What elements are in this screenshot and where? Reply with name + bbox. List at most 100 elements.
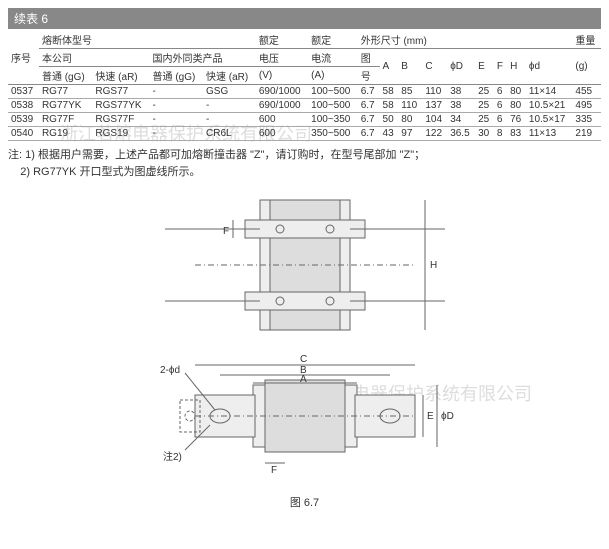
cell-H: 76 — [507, 113, 526, 127]
table-row: 0538RG77YKRGS77YK--690/1000100~5006.7581… — [8, 99, 601, 113]
cell-E: 25 — [475, 113, 494, 127]
cell-H: 80 — [507, 85, 526, 99]
cell-gg2: - — [150, 85, 203, 99]
cell-fig: 6.7 — [358, 99, 380, 113]
table-body: 0537RG77RGS77-GSG690/1000100~5006.758851… — [8, 85, 601, 141]
diagram-svg: F H C B A 2-ϕd 注2) E ϕD F — [125, 190, 485, 490]
cell-g: 219 — [572, 127, 601, 141]
cell-C: 137 — [422, 99, 447, 113]
cell-fig: 6.7 — [358, 85, 380, 99]
col-seq: 序号 — [8, 31, 39, 85]
col-v: (V) — [256, 67, 308, 85]
cell-ar2: - — [203, 99, 256, 113]
cell-fig: 6.7 — [358, 113, 380, 127]
cell-d: 11×14 — [526, 85, 573, 99]
table-row: 0540RG19RGS19-CR6L600350~5006.7439712236… — [8, 127, 601, 141]
cell-v: 690/1000 — [256, 99, 308, 113]
dim-C: C — [300, 354, 307, 365]
cell-F: 6 — [494, 99, 507, 113]
col-phid: ϕd — [526, 49, 573, 85]
col-similar: 国内外同类产品 — [150, 49, 256, 67]
cell-d: 11×13 — [526, 127, 573, 141]
cell-E: 30 — [475, 127, 494, 141]
cell-ar2: GSG — [203, 85, 256, 99]
figure-caption: 图 6.7 — [8, 494, 601, 510]
diagram-area: F H C B A 2-ϕd 注2) E ϕD F 图 6.7 — [8, 190, 601, 510]
cell-A: 50 — [380, 113, 399, 127]
dim-F2: F — [271, 465, 277, 476]
notes: 注: 1) 根据用户需要，上述产品都可加熔断撞击器 "Z"，请订购时，在型号尾部… — [8, 147, 601, 180]
col-C: C — [422, 49, 447, 85]
note-1: 1) 根据用户需要，上述产品都可加熔断撞击器 "Z"，请订购时，在型号尾部加 "… — [25, 149, 425, 161]
cell-B: 85 — [398, 85, 422, 99]
col-a: (A) — [308, 67, 358, 85]
cell-C: 104 — [422, 113, 447, 127]
cell-seq: 0537 — [8, 85, 39, 99]
col-fig: 图 — [358, 49, 380, 67]
header-row-1: 序号 熔断体型号 额定 额定 外形尺寸 (mm) 重量 — [8, 31, 601, 49]
col-phiD: ϕD — [447, 49, 475, 85]
cell-seq: 0539 — [8, 113, 39, 127]
cell-seq: 0538 — [8, 99, 39, 113]
cell-F: 8 — [494, 127, 507, 141]
cell-D: 34 — [447, 113, 475, 127]
cell-g: 495 — [572, 99, 601, 113]
dim-H: H — [430, 260, 437, 271]
dim-E: E — [427, 411, 434, 422]
cell-gg1: RG77F — [39, 113, 92, 127]
cell-gg2: - — [150, 99, 203, 113]
cell-g: 455 — [572, 85, 601, 99]
cell-gg1: RG19 — [39, 127, 92, 141]
cell-gg1: RG77YK — [39, 99, 92, 113]
col-F: F — [494, 49, 507, 85]
cell-D: 38 — [447, 99, 475, 113]
col-figno: 号 — [358, 67, 380, 85]
col-voltage: 电压 — [256, 49, 308, 67]
spec-table: 序号 熔断体型号 额定 额定 外形尺寸 (mm) 重量 本公司 国内外同类产品 … — [8, 31, 601, 141]
table-row: 0537RG77RGS77-GSG690/1000100~5006.758851… — [8, 85, 601, 99]
cell-F: 6 — [494, 85, 507, 99]
dim-A: A — [300, 374, 307, 385]
cell-H: 83 — [507, 127, 526, 141]
cell-d: 10.5×21 — [526, 99, 573, 113]
cell-A: 58 — [380, 99, 399, 113]
dim-phid: 2-ϕd — [160, 365, 180, 376]
table-row: 0539RG77FRGS77F--600100~3506.75080104342… — [8, 113, 601, 127]
cell-g: 335 — [572, 113, 601, 127]
col-our: 本公司 — [39, 49, 150, 67]
cell-v: 600 — [256, 113, 308, 127]
cell-B: 80 — [398, 113, 422, 127]
dim-F: F — [223, 226, 229, 237]
col-g: (g) — [572, 49, 601, 85]
cell-ar1: RGS77 — [92, 85, 149, 99]
col-weight: 重量 — [572, 31, 601, 49]
cell-gg1: RG77 — [39, 85, 92, 99]
cell-B: 110 — [398, 99, 422, 113]
cell-ar2: - — [203, 113, 256, 127]
col-model: 熔断体型号 — [39, 31, 256, 49]
cell-C: 110 — [422, 85, 447, 99]
cell-E: 25 — [475, 85, 494, 99]
cell-C: 122 — [422, 127, 447, 141]
dim-note2: 注2) — [163, 450, 182, 463]
cell-a: 350~500 — [308, 127, 358, 141]
cell-D: 38 — [447, 85, 475, 99]
cell-E: 25 — [475, 99, 494, 113]
cell-v: 690/1000 — [256, 85, 308, 99]
cell-A: 43 — [380, 127, 399, 141]
col-dims: 外形尺寸 (mm) — [358, 31, 573, 49]
header-row-2: 本公司 国内外同类产品 电压 电流 图 A B C ϕD E F H ϕd (g… — [8, 49, 601, 67]
col-gg2: 普通 (gG) — [150, 67, 203, 85]
notes-prefix: 注: — [8, 149, 22, 161]
cell-ar1: RGS77YK — [92, 99, 149, 113]
note-2: 2) RG77YK 开口型式为图虚线所示。 — [20, 166, 200, 178]
cell-v: 600 — [256, 127, 308, 141]
cell-F: 6 — [494, 113, 507, 127]
col-rated-a: 额定 — [308, 31, 358, 49]
col-A: A — [380, 49, 399, 85]
col-ar1: 快速 (aR) — [92, 67, 149, 85]
cell-a: 100~350 — [308, 113, 358, 127]
cell-a: 100~500 — [308, 99, 358, 113]
cell-ar2: CR6L — [203, 127, 256, 141]
col-rated-v: 额定 — [256, 31, 308, 49]
